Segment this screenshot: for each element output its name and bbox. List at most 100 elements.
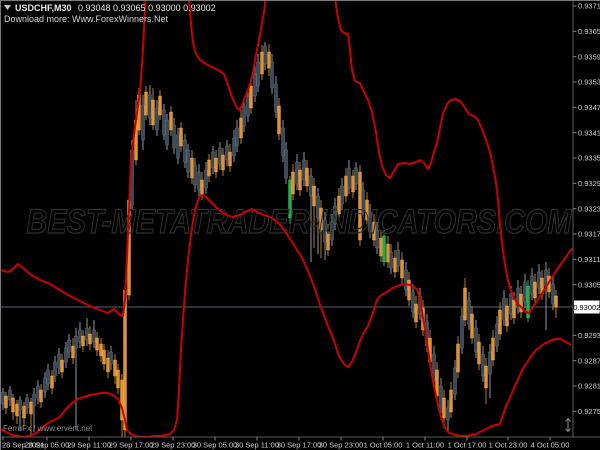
time-axis-label: 30 Sep 23:00 (319, 441, 364, 450)
candle-body (389, 251, 393, 269)
candle-body (277, 105, 281, 135)
price-axis-label: 0.93475 (578, 103, 600, 112)
candle-body (8, 389, 12, 401)
candle-body (169, 111, 173, 131)
candle-body (32, 393, 36, 407)
chart-plot-area[interactable]: BEST-METATRADER-INDICATORS.COM (0, 0, 573, 437)
price-axis-label: 0.93535 (578, 78, 600, 87)
candle-body (495, 323, 499, 347)
candle-body (148, 94, 152, 119)
candle-body (288, 179, 292, 219)
candle-body (439, 385, 443, 413)
candle-body (102, 349, 106, 365)
candle-body (442, 397, 446, 419)
candle-body (116, 369, 120, 389)
candle-body (340, 185, 344, 205)
candle-body (71, 345, 75, 359)
current-price-box: 0.93002 (573, 300, 600, 314)
price-axis-label: 0.93115 (578, 255, 600, 264)
candle-body (78, 329, 82, 343)
lower-band-line (0, 194, 572, 437)
candle-body (207, 159, 211, 177)
candle-body (326, 231, 330, 251)
candle-body (165, 119, 169, 146)
candle-body (530, 275, 534, 295)
price-axis-label: 0.93055 (578, 280, 600, 289)
credit-text: FerruFx / www.ervent.net (3, 424, 93, 433)
candle-body (481, 353, 485, 377)
time-axis-label: 29 Sep 23:00 (151, 441, 196, 450)
candle-body (484, 365, 488, 389)
candle-body (411, 291, 415, 313)
time-axis-label: 29 Sep 11:00 (67, 441, 111, 450)
candle-body (467, 299, 471, 325)
candle-body (43, 377, 47, 393)
candle-body (46, 369, 50, 385)
candle-body (312, 185, 316, 207)
candle-body (141, 104, 145, 141)
time-axis-label: 30 Sep 17:00 (277, 441, 322, 450)
candle-body (477, 341, 481, 365)
candle-body (29, 401, 33, 415)
candle-body (446, 407, 450, 421)
candle-body (176, 134, 180, 159)
candle-body (88, 333, 92, 345)
candle-body (60, 359, 64, 373)
candle-body (407, 279, 411, 301)
candle-body (211, 151, 215, 169)
price-axis-label: 0.92815 (578, 382, 600, 391)
candle-body (50, 375, 54, 389)
candle-body (92, 329, 96, 343)
candle-body (305, 167, 309, 187)
candle-body (498, 309, 502, 335)
symbol-dropdown-icon[interactable] (4, 5, 11, 10)
candle-body (404, 269, 408, 291)
candle-body (228, 151, 232, 167)
current-price-value: 0.93002 (573, 303, 600, 312)
candle-body (235, 127, 239, 147)
candle-body (319, 207, 323, 231)
candle-body (512, 299, 516, 319)
time-axis-label: 30 Sep 11:00 (235, 441, 279, 450)
download-link-text[interactable]: Download more: Www.ForexWinners.Net (4, 14, 169, 24)
candle-body (456, 343, 460, 373)
time-axis-label: 1 Oct 17:00 (448, 441, 487, 450)
candle-body (488, 351, 492, 375)
time-axis-label: 4 Oct 05:00 (531, 441, 570, 450)
candle-body (270, 61, 274, 89)
candle-body (239, 117, 243, 139)
candle-body (316, 195, 320, 219)
candle-body (53, 361, 57, 377)
candle-body (172, 124, 176, 149)
scale-marker-icon[interactable] (565, 417, 571, 433)
candle-body (526, 285, 530, 319)
candle-body (393, 257, 397, 273)
candle-body (64, 347, 68, 363)
candle-body (449, 389, 453, 413)
candle-body (491, 337, 495, 361)
time-axis-label: 1 Oct 05:00 (364, 441, 403, 450)
candle-body (193, 164, 197, 186)
candle-body (95, 337, 99, 351)
candle-body (267, 51, 271, 69)
candle-body (186, 149, 190, 173)
candle-body (74, 335, 78, 349)
candle-body (260, 51, 264, 75)
candle-body (365, 199, 369, 221)
candle-body (554, 295, 558, 308)
candle-body (85, 327, 89, 341)
candle-body (39, 389, 43, 403)
candle-body (183, 139, 187, 163)
candle-body (460, 315, 464, 349)
candle-body (375, 229, 379, 249)
candle-body (333, 205, 337, 225)
watermark-text: BEST-METATRADER-INDICATORS.COM (27, 203, 573, 241)
candle-body (109, 351, 113, 365)
candle-body (463, 287, 467, 321)
candle-body (190, 157, 194, 179)
candle-body (204, 169, 208, 189)
candle-body (337, 195, 341, 215)
candle-body (386, 243, 390, 263)
